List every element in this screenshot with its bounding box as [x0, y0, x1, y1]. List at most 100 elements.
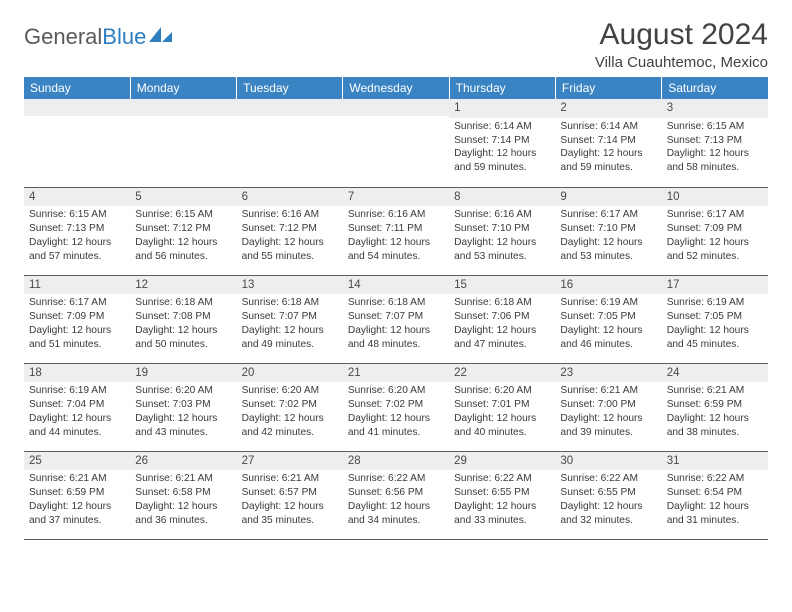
calendar-day-cell: 15Sunrise: 6:18 AMSunset: 7:06 PMDayligh… — [449, 275, 555, 363]
calendar-day-cell: 12Sunrise: 6:18 AMSunset: 7:08 PMDayligh… — [130, 275, 236, 363]
weekday-header: Sunday — [24, 77, 130, 99]
calendar-day-cell: 28Sunrise: 6:22 AMSunset: 6:56 PMDayligh… — [343, 451, 449, 539]
day-details: Sunrise: 6:21 AMSunset: 6:57 PMDaylight:… — [237, 470, 343, 530]
day-details — [237, 116, 343, 121]
day-number: 19 — [130, 364, 236, 383]
calendar-day-cell: 21Sunrise: 6:20 AMSunset: 7:02 PMDayligh… — [343, 363, 449, 451]
day-details: Sunrise: 6:22 AMSunset: 6:55 PMDaylight:… — [555, 470, 661, 530]
day-details: Sunrise: 6:21 AMSunset: 7:00 PMDaylight:… — [555, 382, 661, 442]
day-details: Sunrise: 6:22 AMSunset: 6:55 PMDaylight:… — [449, 470, 555, 530]
day-details: Sunrise: 6:16 AMSunset: 7:10 PMDaylight:… — [449, 206, 555, 266]
day-number: 30 — [555, 452, 661, 471]
day-details: Sunrise: 6:21 AMSunset: 6:59 PMDaylight:… — [662, 382, 768, 442]
day-details: Sunrise: 6:21 AMSunset: 6:59 PMDaylight:… — [24, 470, 130, 530]
day-details: Sunrise: 6:16 AMSunset: 7:11 PMDaylight:… — [343, 206, 449, 266]
calendar-week-row: 11Sunrise: 6:17 AMSunset: 7:09 PMDayligh… — [24, 275, 768, 363]
calendar-day-cell — [237, 99, 343, 187]
day-number: 15 — [449, 276, 555, 295]
day-number: 6 — [237, 188, 343, 207]
calendar-day-cell: 19Sunrise: 6:20 AMSunset: 7:03 PMDayligh… — [130, 363, 236, 451]
calendar-day-cell: 20Sunrise: 6:20 AMSunset: 7:02 PMDayligh… — [237, 363, 343, 451]
day-number: 27 — [237, 452, 343, 471]
calendar-day-cell: 30Sunrise: 6:22 AMSunset: 6:55 PMDayligh… — [555, 451, 661, 539]
calendar-day-cell: 25Sunrise: 6:21 AMSunset: 6:59 PMDayligh… — [24, 451, 130, 539]
calendar-day-cell: 18Sunrise: 6:19 AMSunset: 7:04 PMDayligh… — [24, 363, 130, 451]
calendar-day-cell: 11Sunrise: 6:17 AMSunset: 7:09 PMDayligh… — [24, 275, 130, 363]
day-number: 10 — [662, 188, 768, 207]
day-details — [343, 116, 449, 121]
day-number: 8 — [449, 188, 555, 207]
day-details: Sunrise: 6:17 AMSunset: 7:10 PMDaylight:… — [555, 206, 661, 266]
logo-text-blue: Blue — [102, 24, 146, 50]
calendar-day-cell: 26Sunrise: 6:21 AMSunset: 6:58 PMDayligh… — [130, 451, 236, 539]
day-details: Sunrise: 6:20 AMSunset: 7:02 PMDaylight:… — [237, 382, 343, 442]
day-number: 26 — [130, 452, 236, 471]
day-details: Sunrise: 6:16 AMSunset: 7:12 PMDaylight:… — [237, 206, 343, 266]
calendar-day-cell: 16Sunrise: 6:19 AMSunset: 7:05 PMDayligh… — [555, 275, 661, 363]
calendar-day-cell: 22Sunrise: 6:20 AMSunset: 7:01 PMDayligh… — [449, 363, 555, 451]
day-number: 5 — [130, 188, 236, 207]
day-details: Sunrise: 6:20 AMSunset: 7:03 PMDaylight:… — [130, 382, 236, 442]
day-details: Sunrise: 6:15 AMSunset: 7:13 PMDaylight:… — [662, 118, 768, 178]
day-details: Sunrise: 6:18 AMSunset: 7:06 PMDaylight:… — [449, 294, 555, 354]
day-number: 25 — [24, 452, 130, 471]
calendar-day-cell: 9Sunrise: 6:17 AMSunset: 7:10 PMDaylight… — [555, 187, 661, 275]
calendar-day-cell: 5Sunrise: 6:15 AMSunset: 7:12 PMDaylight… — [130, 187, 236, 275]
day-details — [24, 116, 130, 121]
logo: GeneralBlue — [24, 24, 174, 50]
day-details: Sunrise: 6:14 AMSunset: 7:14 PMDaylight:… — [449, 118, 555, 178]
day-number: 29 — [449, 452, 555, 471]
calendar-day-cell: 27Sunrise: 6:21 AMSunset: 6:57 PMDayligh… — [237, 451, 343, 539]
calendar-week-row: 25Sunrise: 6:21 AMSunset: 6:59 PMDayligh… — [24, 451, 768, 539]
calendar-day-cell: 4Sunrise: 6:15 AMSunset: 7:13 PMDaylight… — [24, 187, 130, 275]
day-details: Sunrise: 6:18 AMSunset: 7:07 PMDaylight:… — [237, 294, 343, 354]
day-number: 17 — [662, 276, 768, 295]
calendar-day-cell — [130, 99, 236, 187]
calendar-week-row: 4Sunrise: 6:15 AMSunset: 7:13 PMDaylight… — [24, 187, 768, 275]
day-number: 18 — [24, 364, 130, 383]
calendar-day-cell: 23Sunrise: 6:21 AMSunset: 7:00 PMDayligh… — [555, 363, 661, 451]
weekday-header: Thursday — [449, 77, 555, 99]
calendar-week-row: 1Sunrise: 6:14 AMSunset: 7:14 PMDaylight… — [24, 99, 768, 187]
month-title: August 2024 — [595, 18, 768, 52]
day-number: 3 — [662, 99, 768, 118]
day-number: 23 — [555, 364, 661, 383]
day-number: 7 — [343, 188, 449, 207]
weekday-header: Wednesday — [343, 77, 449, 99]
day-number: 2 — [555, 99, 661, 118]
calendar-day-cell: 31Sunrise: 6:22 AMSunset: 6:54 PMDayligh… — [662, 451, 768, 539]
day-details: Sunrise: 6:18 AMSunset: 7:08 PMDaylight:… — [130, 294, 236, 354]
day-number: 4 — [24, 188, 130, 207]
calendar-table: Sunday Monday Tuesday Wednesday Thursday… — [24, 77, 768, 540]
day-number — [237, 99, 343, 116]
calendar-day-cell — [343, 99, 449, 187]
calendar-day-cell: 17Sunrise: 6:19 AMSunset: 7:05 PMDayligh… — [662, 275, 768, 363]
day-number — [343, 99, 449, 116]
calendar-week-row: 18Sunrise: 6:19 AMSunset: 7:04 PMDayligh… — [24, 363, 768, 451]
day-details: Sunrise: 6:20 AMSunset: 7:01 PMDaylight:… — [449, 382, 555, 442]
day-details: Sunrise: 6:19 AMSunset: 7:05 PMDaylight:… — [662, 294, 768, 354]
logo-text-general: General — [24, 24, 102, 50]
location-label: Villa Cuauhtemoc, Mexico — [595, 54, 768, 71]
day-number: 13 — [237, 276, 343, 295]
day-details: Sunrise: 6:14 AMSunset: 7:14 PMDaylight:… — [555, 118, 661, 178]
calendar-day-cell: 8Sunrise: 6:16 AMSunset: 7:10 PMDaylight… — [449, 187, 555, 275]
title-block: August 2024 Villa Cuauhtemoc, Mexico — [595, 18, 768, 71]
day-number: 24 — [662, 364, 768, 383]
day-details: Sunrise: 6:22 AMSunset: 6:56 PMDaylight:… — [343, 470, 449, 530]
day-details: Sunrise: 6:15 AMSunset: 7:12 PMDaylight:… — [130, 206, 236, 266]
header: GeneralBlue August 2024 Villa Cuauhtemoc… — [24, 18, 768, 71]
day-details: Sunrise: 6:15 AMSunset: 7:13 PMDaylight:… — [24, 206, 130, 266]
day-details: Sunrise: 6:21 AMSunset: 6:58 PMDaylight:… — [130, 470, 236, 530]
day-number: 20 — [237, 364, 343, 383]
day-details: Sunrise: 6:19 AMSunset: 7:05 PMDaylight:… — [555, 294, 661, 354]
weekday-header: Saturday — [662, 77, 768, 99]
weekday-header: Monday — [130, 77, 236, 99]
calendar-day-cell: 7Sunrise: 6:16 AMSunset: 7:11 PMDaylight… — [343, 187, 449, 275]
day-number: 31 — [662, 452, 768, 471]
day-details: Sunrise: 6:20 AMSunset: 7:02 PMDaylight:… — [343, 382, 449, 442]
calendar-day-cell: 3Sunrise: 6:15 AMSunset: 7:13 PMDaylight… — [662, 99, 768, 187]
day-number: 14 — [343, 276, 449, 295]
day-details: Sunrise: 6:19 AMSunset: 7:04 PMDaylight:… — [24, 382, 130, 442]
day-number: 11 — [24, 276, 130, 295]
